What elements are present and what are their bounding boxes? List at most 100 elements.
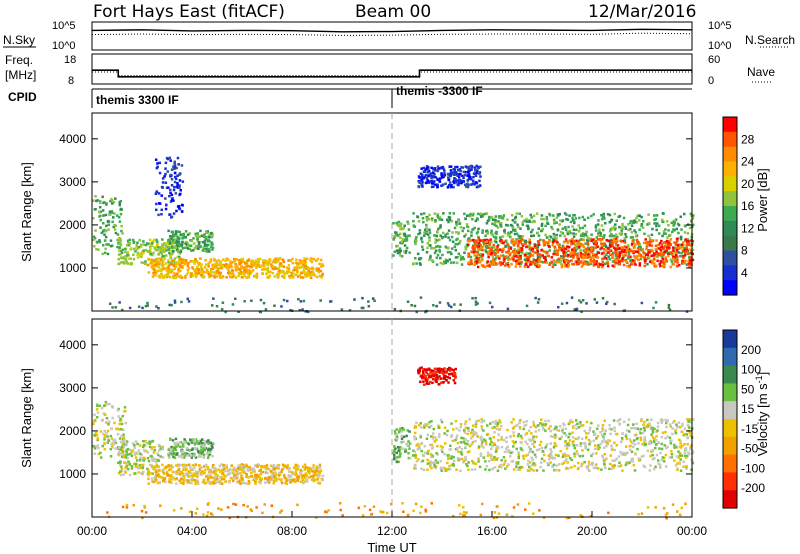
power-cell xyxy=(410,304,413,307)
velocity-cell xyxy=(148,463,152,467)
power-cell xyxy=(195,245,198,248)
power-cell xyxy=(590,247,593,251)
velocity-cell xyxy=(156,458,159,462)
power-cell xyxy=(536,251,540,254)
velocity-cell xyxy=(312,479,316,483)
power-cell xyxy=(456,168,460,172)
velocity-cell xyxy=(300,476,304,480)
power-cell xyxy=(195,268,198,271)
velocity-cell xyxy=(245,475,248,478)
power-cell xyxy=(656,255,659,259)
velocity-cell xyxy=(396,446,400,449)
power-cell xyxy=(571,255,575,258)
power-cell xyxy=(174,234,177,237)
power-cell xyxy=(528,255,532,258)
power-cell xyxy=(396,251,400,255)
power-cell xyxy=(165,269,169,272)
velocity-cell xyxy=(571,420,574,424)
velocity-cell xyxy=(100,419,104,422)
power-cell xyxy=(625,235,628,239)
power-cell xyxy=(505,223,508,227)
power-cell xyxy=(480,258,484,262)
power-cell xyxy=(261,272,264,275)
velocity-cell xyxy=(312,474,315,478)
velocity-cell xyxy=(658,447,661,450)
velocity-cell xyxy=(395,428,399,431)
velocity-cell xyxy=(136,442,139,446)
power-cell xyxy=(512,243,516,247)
power-cell xyxy=(590,250,593,254)
velocity-cell xyxy=(305,476,308,480)
power-cell xyxy=(516,245,520,248)
power-cell xyxy=(432,304,435,307)
power-cell xyxy=(454,242,457,246)
power-cell xyxy=(421,240,424,244)
power-cell xyxy=(171,197,174,200)
velocity-cell xyxy=(409,456,412,460)
power-cell xyxy=(570,255,573,258)
power-cell xyxy=(530,263,533,266)
power-cell xyxy=(418,232,422,235)
velocity-cell xyxy=(198,468,202,471)
power-cell xyxy=(159,247,162,251)
velocity-cell xyxy=(202,465,206,468)
velocity-cell xyxy=(183,475,186,478)
power-cell xyxy=(617,215,620,219)
power-cell xyxy=(595,301,599,304)
power-cell xyxy=(653,222,656,225)
power-cell xyxy=(399,254,402,257)
power-cell xyxy=(450,305,453,309)
power-cell xyxy=(165,249,168,252)
power-cell xyxy=(428,231,432,234)
power-cell xyxy=(207,243,210,247)
velocity-cell xyxy=(287,467,290,471)
power-cell xyxy=(203,248,206,251)
power-cell xyxy=(643,256,646,259)
power-cell xyxy=(559,230,563,234)
velocity-cell xyxy=(190,441,194,444)
power-cell xyxy=(440,218,444,222)
velocity-cell xyxy=(668,436,672,439)
velocity-cell xyxy=(99,451,102,455)
power-cell xyxy=(136,256,140,259)
power-cell xyxy=(497,243,500,247)
power-cell xyxy=(161,244,165,247)
velocity-cell xyxy=(412,454,415,457)
velocity-cell xyxy=(394,432,397,435)
power-cell xyxy=(453,303,456,306)
velocity-cell xyxy=(133,451,137,455)
power-cell xyxy=(686,238,690,241)
power-cell xyxy=(101,209,105,212)
velocity-cell xyxy=(103,438,106,441)
power-cell xyxy=(633,259,637,263)
power-cell xyxy=(671,255,675,259)
velocity-cell xyxy=(692,418,695,421)
power-cell xyxy=(638,264,641,267)
power-cell xyxy=(462,226,465,230)
velocity-cell xyxy=(399,427,402,430)
power-cell xyxy=(432,185,435,188)
velocity-cell xyxy=(215,476,219,479)
velocity-cell xyxy=(102,432,105,436)
power-cell xyxy=(218,261,222,265)
velocity-cell xyxy=(408,430,411,433)
power-cell xyxy=(117,262,121,266)
power-cell xyxy=(441,253,444,257)
velocity-cell xyxy=(547,463,550,467)
power-cell xyxy=(455,231,458,234)
power-cell xyxy=(507,265,511,269)
power-cell xyxy=(454,248,458,252)
velocity-cell xyxy=(201,447,205,450)
velocity-cell xyxy=(103,447,107,451)
power-cell xyxy=(179,257,182,261)
power-cell xyxy=(103,233,106,236)
velocity-cell xyxy=(551,435,555,438)
power-cell xyxy=(569,252,572,255)
power-cell xyxy=(307,274,310,278)
velocity-cell xyxy=(685,467,688,470)
velocity-cell xyxy=(147,459,151,463)
velocity-cell xyxy=(673,443,676,447)
velocity-cell xyxy=(569,419,572,422)
power-cell xyxy=(618,214,622,218)
power-cell xyxy=(507,231,510,235)
